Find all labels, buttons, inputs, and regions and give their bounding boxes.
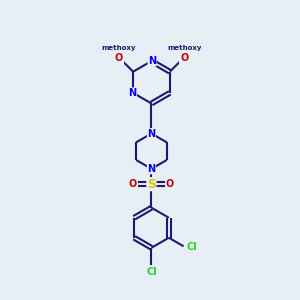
Text: methoxy: methoxy [101,45,135,51]
Text: N: N [147,128,155,139]
Text: O: O [114,52,122,63]
Text: O: O [129,179,137,189]
Text: methoxy: methoxy [168,45,202,51]
Text: N: N [128,88,136,98]
Text: Cl: Cl [186,242,197,253]
Text: N: N [148,56,156,66]
Text: S: S [147,178,156,191]
Text: Cl: Cl [146,267,157,277]
Text: N: N [147,164,155,174]
Text: O: O [181,52,189,63]
Text: O: O [166,179,174,189]
